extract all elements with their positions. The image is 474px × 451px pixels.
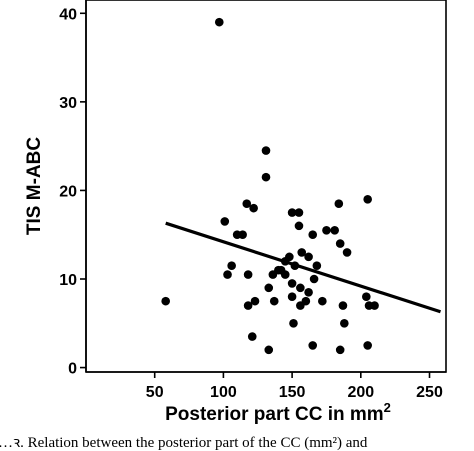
data-point	[261, 146, 271, 155]
data-point	[214, 17, 224, 27]
x-axis-title-superscript: 2	[384, 400, 391, 415]
data-point	[227, 261, 236, 271]
plot-area-frame	[85, 0, 447, 373]
data-point	[294, 221, 304, 231]
data-point	[363, 194, 372, 204]
figure-caption: …ꝛ. Relation between the posterior part …	[0, 435, 368, 451]
data-point	[289, 318, 298, 328]
data-point	[370, 301, 379, 310]
data-point	[220, 217, 230, 226]
y-axis-ticks: 0 10 20 30 40	[59, 6, 86, 378]
data-point	[250, 296, 260, 306]
y-tick-label: 30	[59, 95, 77, 112]
regression-line	[165, 221, 441, 314]
x-axis-title-text: Posterior part CC in mm	[165, 404, 384, 425]
data-point	[261, 172, 271, 182]
data-point	[223, 270, 232, 279]
data-point	[342, 248, 352, 257]
y-tick-label: 40	[59, 6, 77, 23]
data-point	[322, 225, 331, 235]
data-point	[243, 301, 253, 310]
x-tick-label: 50	[146, 384, 164, 401]
data-point	[280, 270, 290, 279]
data-point	[249, 203, 258, 213]
data-point	[243, 270, 253, 279]
y-axis-title: TIS M-ABC	[24, 137, 45, 235]
data-point	[338, 301, 348, 310]
data-point	[242, 199, 252, 209]
data-point	[340, 318, 349, 328]
x-tick-label: 100	[210, 384, 237, 401]
data-point	[308, 230, 318, 240]
x-axis-ticks: 50 100 150 200 250	[146, 372, 443, 401]
data-point	[287, 279, 297, 288]
data-point	[308, 341, 318, 350]
data-point	[363, 341, 372, 350]
data-point	[335, 239, 345, 248]
data-point	[297, 248, 307, 257]
data-point	[318, 296, 327, 306]
x-tick-label: 200	[347, 384, 374, 401]
data-points	[161, 17, 379, 355]
data-point	[334, 199, 344, 209]
y-tick-label: 0	[68, 361, 77, 378]
data-point	[238, 230, 247, 240]
data-point	[309, 274, 319, 284]
data-point	[264, 345, 274, 355]
data-point	[287, 208, 297, 217]
data-point	[264, 283, 274, 293]
x-tick-label: 250	[416, 384, 443, 401]
data-point	[247, 332, 257, 341]
data-point	[312, 261, 322, 271]
data-point	[268, 270, 278, 279]
y-tick-label: 20	[59, 183, 77, 200]
data-point	[269, 296, 279, 306]
data-point	[362, 292, 371, 302]
data-point	[287, 292, 297, 302]
y-tick-label: 10	[59, 272, 77, 289]
data-point	[330, 225, 340, 235]
x-tick-label: 150	[279, 384, 306, 401]
data-point	[161, 296, 170, 306]
data-point	[304, 252, 313, 262]
data-point	[335, 345, 345, 355]
data-point	[304, 287, 313, 297]
data-point	[296, 283, 305, 293]
data-point	[294, 208, 304, 217]
x-axis-title: Posterior part CC in mm2	[165, 400, 391, 425]
data-point	[296, 301, 305, 310]
